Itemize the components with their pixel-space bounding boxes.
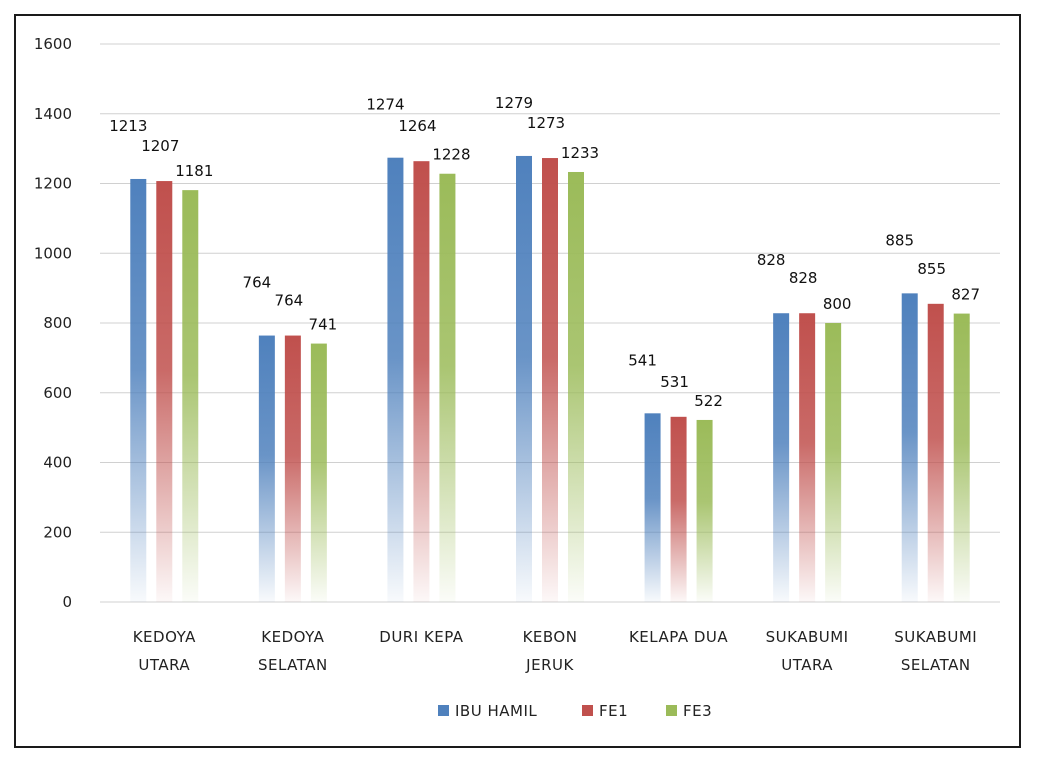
bar — [696, 419, 713, 602]
bar — [130, 178, 147, 602]
data-label: 522 — [694, 392, 723, 410]
category-label: UTARA — [781, 656, 833, 674]
data-label: 764 — [243, 274, 272, 292]
y-tick-label: 400 — [43, 454, 72, 472]
legend-swatch — [582, 705, 593, 716]
data-label: 541 — [628, 351, 657, 369]
bar — [825, 323, 842, 602]
data-label: 1279 — [495, 94, 533, 112]
y-tick-label: 800 — [43, 314, 72, 332]
bar — [799, 313, 816, 602]
data-label: 531 — [660, 373, 689, 391]
data-label: 1233 — [561, 144, 599, 162]
bar — [927, 303, 944, 602]
bar — [258, 335, 275, 602]
y-tick-label: 1000 — [34, 244, 72, 262]
bar — [568, 171, 584, 602]
legend-swatch — [666, 705, 677, 716]
data-label: 827 — [951, 286, 980, 304]
category-label: KEDOYA — [133, 628, 196, 646]
chart-frame: 0 200 400 600 800 1000 1200 1400 1600 1213 1207 11… — [14, 14, 1021, 748]
category-label: JERUK — [525, 656, 574, 674]
category-label: UTARA — [138, 656, 190, 674]
y-tick-label: 600 — [43, 384, 72, 402]
legend-label: FE1 — [599, 702, 628, 720]
bar — [670, 416, 687, 602]
bar — [901, 293, 918, 602]
y-tick-label: 0 — [62, 593, 72, 611]
y-tick-label: 1600 — [34, 35, 72, 53]
legend-swatch — [438, 705, 449, 716]
bar — [310, 343, 327, 602]
data-label: 855 — [917, 260, 946, 278]
category-label: KELAPA DUA — [629, 628, 728, 646]
x-axis-categories: KEDOYA UTARA KEDOYA SELATAN DURI KEPA KEBON JE… — [133, 628, 977, 674]
data-label: 828 — [757, 251, 786, 269]
data-label: 1228 — [432, 146, 470, 164]
data-label: 1274 — [366, 96, 404, 114]
data-label: 1181 — [175, 162, 213, 180]
legend-label: FE3 — [683, 702, 712, 720]
category-label: DURI KEPA — [379, 628, 464, 646]
bar — [284, 335, 301, 602]
category-label: SUKABUMI — [766, 628, 849, 646]
bar — [773, 313, 790, 602]
bar — [156, 181, 173, 602]
data-label: 1273 — [527, 114, 565, 132]
bars — [130, 155, 970, 603]
y-tick-label: 1400 — [34, 105, 72, 123]
bar — [516, 155, 532, 603]
bar — [182, 190, 199, 602]
legend: IBU HAMIL FE1 FE3 — [438, 702, 712, 720]
data-label: 764 — [275, 292, 304, 310]
legend-label: IBU HAMIL — [455, 702, 537, 720]
bar — [387, 157, 404, 602]
y-tick-label: 1200 — [34, 175, 72, 193]
data-label: 800 — [823, 295, 852, 313]
data-label: 885 — [885, 231, 914, 249]
category-label: SUKABUMI — [894, 628, 977, 646]
bar-chart: 0 200 400 600 800 1000 1200 1400 1600 1213 1207 11… — [34, 35, 1000, 720]
data-label: 1207 — [141, 137, 179, 155]
data-label: 1213 — [109, 117, 147, 135]
data-label: 1264 — [398, 117, 436, 135]
category-label: KEDOYA — [261, 628, 324, 646]
category-label: SELATAN — [258, 656, 328, 674]
y-tick-label: 200 — [43, 523, 72, 541]
bar — [953, 313, 970, 602]
bar — [542, 158, 558, 602]
bar — [644, 413, 661, 602]
y-axis-ticks: 0 200 400 600 800 1000 1200 1400 1600 — [34, 35, 72, 611]
bar — [439, 173, 456, 603]
category-label: SELATAN — [901, 656, 971, 674]
bar — [413, 161, 430, 602]
category-label: KEBON — [523, 628, 578, 646]
data-label: 828 — [789, 269, 818, 287]
data-label: 741 — [309, 316, 338, 334]
